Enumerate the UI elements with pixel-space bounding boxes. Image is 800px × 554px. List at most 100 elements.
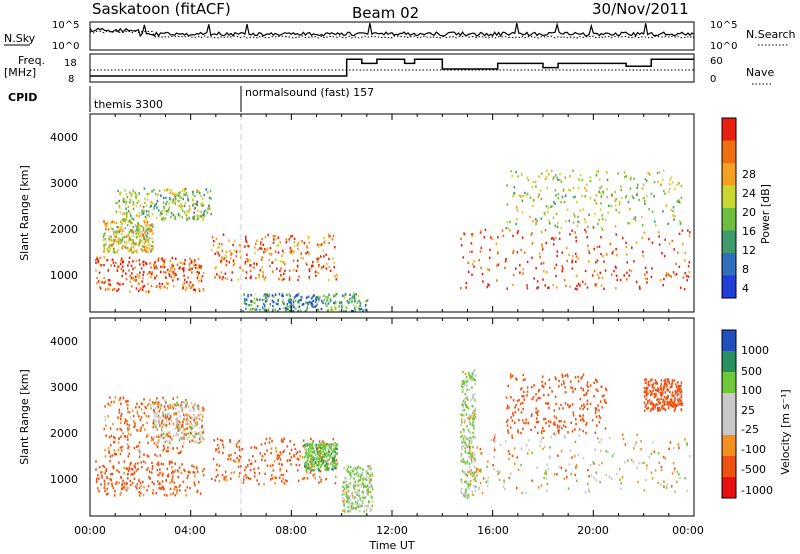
velocity-echo-cell	[150, 407, 152, 410]
velocity-echo-cell	[656, 398, 658, 402]
velocity-echo-cell	[163, 399, 166, 402]
velocity-echo-cell	[168, 403, 171, 407]
velocity-echo-cell	[172, 475, 174, 478]
velocity-echo-cell	[191, 439, 193, 442]
velocity-echo-cell	[147, 455, 150, 458]
velocity-echo-cell	[145, 435, 148, 438]
velocity-echo-cell	[105, 424, 107, 427]
power-echo-cell	[318, 265, 320, 268]
power-echo-cell	[585, 189, 588, 192]
velocity-echo-cell	[461, 447, 463, 451]
power-echo-cell	[103, 256, 106, 259]
power-echo-cell	[182, 197, 184, 201]
power-echo-cell	[143, 242, 146, 245]
velocity-echo-cell	[319, 475, 321, 479]
velocity-echo-cell	[670, 485, 673, 488]
power-echo-cell	[504, 260, 507, 263]
power-echo-cell	[571, 259, 573, 262]
velocity-echo-cell	[466, 474, 469, 478]
velocity-echo-cell	[119, 452, 122, 456]
velocity-echo-cell	[325, 466, 327, 469]
velocity-echo-cell	[229, 440, 231, 443]
power-echo-cell	[165, 282, 168, 285]
velocity-echo-cell	[113, 436, 115, 439]
velocity-echo-cell	[235, 443, 238, 446]
power-echo-cell	[320, 307, 323, 311]
power-echo-cell	[150, 266, 152, 269]
velocity-echo-cell	[140, 402, 143, 405]
velocity-echo-cell	[586, 407, 589, 411]
velocity-echo-cell	[671, 391, 674, 394]
velocity-echo-cell	[335, 465, 337, 468]
power-echo-cell	[312, 294, 315, 298]
power-echo-cell	[595, 261, 597, 264]
power-echo-cell	[243, 293, 245, 296]
power-echo-cell	[201, 202, 203, 205]
velocity-echo-cell	[186, 402, 188, 406]
power-echo-cell	[334, 275, 336, 278]
power-echo-cell	[117, 288, 120, 291]
power-echo-cell	[569, 174, 571, 178]
power-echo-cell	[281, 254, 283, 257]
power-echo-cell	[288, 276, 291, 279]
velocity-echo-cell	[171, 461, 173, 464]
velocity-echo-cell	[367, 490, 370, 493]
velocity-echo-cell	[342, 481, 345, 484]
power-echo-cell	[113, 264, 116, 267]
velocity-echo-cell	[321, 447, 323, 450]
velocity-echo-cell	[197, 432, 199, 435]
velocity-echo-cell	[472, 435, 475, 439]
velocity-echo-cell	[127, 469, 130, 472]
velocity-echo-cell	[568, 463, 571, 466]
velocity-echo-cell	[147, 415, 150, 418]
velocity-echo-cell	[186, 476, 189, 480]
velocity-echo-cell	[146, 468, 148, 471]
velocity-echo-cell	[467, 485, 470, 488]
power-echo-cell	[134, 266, 136, 269]
power-echo-cell	[182, 268, 185, 272]
power-echo-cell	[286, 308, 288, 311]
power-echo-cell	[678, 200, 680, 204]
velocity-echo-cell	[523, 398, 525, 401]
velocity-echo-cell	[142, 493, 145, 497]
power-echo-cell	[120, 257, 123, 260]
velocity-echo-cell	[175, 486, 177, 489]
velocity-echo-cell	[515, 404, 517, 407]
power-echo-cell	[541, 172, 543, 175]
velocity-echo-cell	[342, 489, 345, 492]
velocity-echo-cell	[111, 484, 114, 487]
velocity-echo-cell	[605, 388, 608, 392]
power-echo-cell	[686, 279, 688, 282]
velocity-echo-cell	[480, 452, 482, 456]
velocity-echo-cell	[664, 409, 667, 412]
velocity-echo-cell	[670, 399, 673, 403]
xtick-04: 04:00	[174, 524, 206, 537]
velocity-echo-cell	[119, 427, 121, 431]
velocity-echo-cell	[677, 392, 680, 396]
velocity-echo-cell	[371, 489, 374, 492]
power-echo-cell	[134, 229, 137, 233]
power-echo-cell	[497, 250, 499, 254]
power-echo-cell	[130, 199, 132, 202]
power-echo-cell	[144, 197, 146, 200]
velocity-echo-cell	[317, 467, 320, 471]
velocity-echo-cell	[317, 454, 320, 457]
power-echo-cell	[501, 229, 504, 232]
velocity-echo-cell	[228, 454, 231, 457]
velocity-echo-cell	[106, 487, 108, 491]
power-echo-cell	[545, 205, 548, 208]
power-echo-cell	[310, 303, 312, 306]
power-echo-cell	[330, 308, 333, 311]
power-echo-cell	[556, 221, 559, 225]
velocity-echo-cell	[678, 384, 681, 388]
velocity-echo-cell	[477, 468, 480, 472]
power-echo-cell	[641, 216, 643, 219]
velocity-echo-cell	[328, 450, 330, 453]
velocity-echo-cell	[193, 481, 196, 484]
power-echo-cell	[194, 290, 197, 293]
velocity-echo-cell	[464, 472, 466, 475]
velocity-echo-cell	[252, 455, 254, 458]
velocity-echo-cell	[582, 414, 585, 417]
velocity-echo-cell	[517, 468, 520, 471]
velocity-echo-cell	[346, 468, 349, 471]
